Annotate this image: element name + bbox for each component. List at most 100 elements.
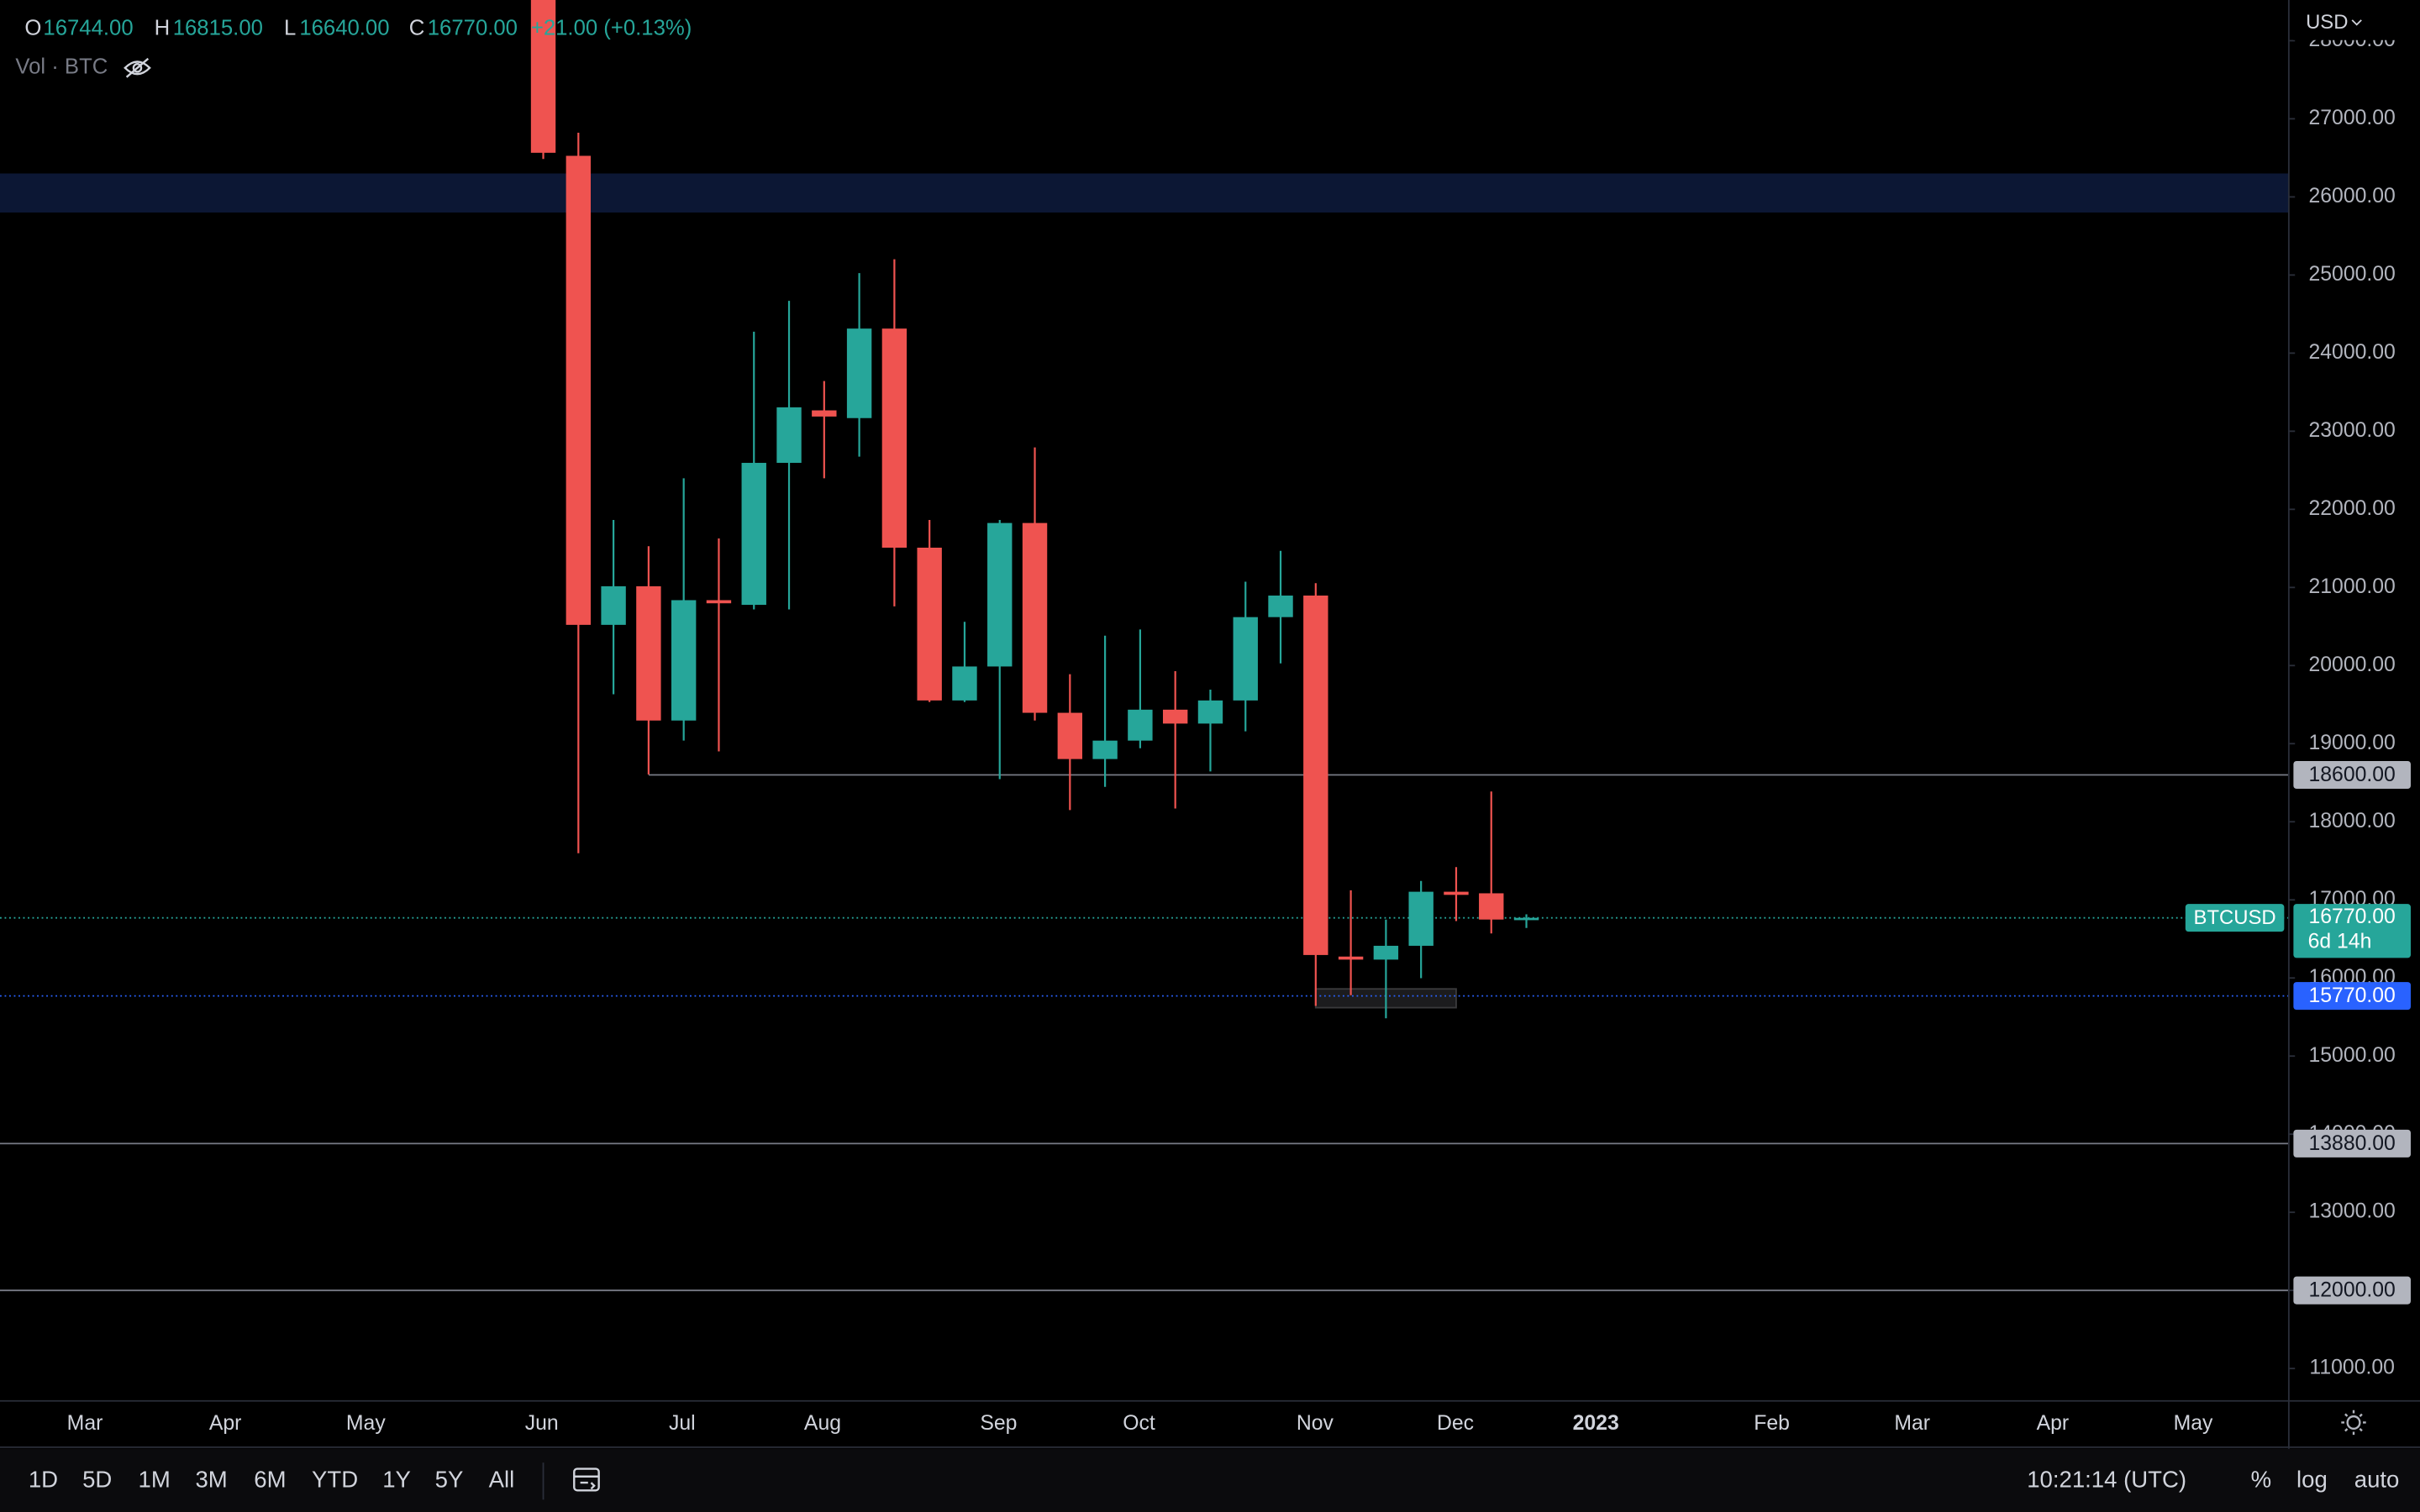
candle-body: [846, 328, 872, 418]
range-button[interactable]: 1M: [139, 1467, 171, 1493]
candle-body: [1022, 522, 1048, 713]
candle-body: [1233, 617, 1258, 701]
candle-body: [1057, 712, 1083, 759]
clock: 10:21:14 (UTC): [2027, 1467, 2186, 1493]
x-tick-label: May: [2174, 1412, 2213, 1435]
candle-body: [881, 328, 908, 549]
auto-button[interactable]: auto: [2354, 1467, 2400, 1493]
x-tick-label: Jul: [669, 1412, 696, 1435]
candle-body: [636, 585, 661, 721]
percent-button[interactable]: %: [2251, 1467, 2272, 1493]
x-tick-label: Aug: [804, 1412, 841, 1435]
symbol-tag: [2185, 904, 2285, 932]
candle-body: [530, 0, 556, 153]
y-tick-label: 18000.00: [2308, 810, 2395, 832]
level-tag-label: 18600.00: [2308, 764, 2395, 786]
log-button[interactable]: log: [2296, 1467, 2328, 1493]
ohlc-value: 16815.00: [173, 17, 263, 40]
x-tick-label: Apr: [209, 1412, 242, 1435]
range-button[interactable]: 6M: [254, 1467, 286, 1493]
candle-body: [1268, 596, 1293, 617]
level-tag: [2293, 1276, 2411, 1305]
alert-tag-label: 15770.00: [2308, 984, 2395, 1007]
candle-body: [952, 666, 977, 701]
ohlc-value: 16744.00: [43, 17, 133, 40]
y-tick-label: 11000.00: [2309, 1357, 2395, 1379]
range-button[interactable]: 5D: [82, 1467, 112, 1493]
y-tick-label: 19000.00: [2308, 732, 2395, 754]
y-tick-label: 24000.00: [2308, 341, 2395, 364]
range-button[interactable]: All: [489, 1467, 515, 1493]
price-axis: 11000.0012000.0013000.0014000.0015000.00…: [2185, 29, 2411, 1379]
candle-body: [1444, 891, 1469, 895]
candle-body: [1303, 596, 1328, 955]
range-button[interactable]: 1D: [29, 1467, 58, 1493]
date-range-icon[interactable]: [573, 1467, 600, 1492]
y-tick-label: 20000.00: [2308, 654, 2395, 676]
y-tick-label: 27000.00: [2308, 107, 2395, 129]
candle-body: [1092, 740, 1118, 759]
y-tick-label: 23000.00: [2308, 419, 2395, 442]
settings-icon[interactable]: [2341, 1410, 2366, 1436]
bottom-toolbar: [0, 1448, 2420, 1512]
x-tick-label: Oct: [1123, 1412, 1155, 1435]
volume-label: Vol · BTC: [15, 55, 108, 79]
y-tick-label: 13000.00: [2308, 1200, 2395, 1223]
candle-body: [1373, 945, 1399, 960]
plot-area: [0, 0, 2289, 1292]
zone: [0, 173, 2289, 213]
x-tick-label: Sep: [980, 1412, 1017, 1435]
candle-body: [1408, 891, 1434, 946]
x-tick-label: Mar: [1894, 1412, 1930, 1435]
toolbar: 1D 5D 1M 3M 6M YTD 1Y 5Y All 10:21:14 (UTC)% log au…: [29, 1467, 2400, 1493]
range-button[interactable]: 1Y: [382, 1467, 411, 1493]
x-tick-label: May: [346, 1412, 386, 1435]
x-tick-label: Apr: [2037, 1412, 2070, 1435]
price-tag: [2293, 904, 2411, 958]
ohlc-value: 16640.00: [299, 17, 389, 40]
level-tag: [2293, 1129, 2411, 1158]
x-tick-label: 2023: [1573, 1412, 1619, 1435]
currency-button[interactable]: USD: [2306, 11, 2348, 34]
countdown: 6d 14h: [2308, 931, 2372, 953]
price-tag-label: 16770.00: [2308, 906, 2395, 928]
candle-body: [1197, 700, 1223, 724]
ohlc-change: +21.00 (+0.13%): [531, 17, 692, 40]
dropdown-icon: [2351, 19, 2362, 26]
y-tick-label: 26000.00: [2308, 185, 2395, 207]
x-tick-label: Jun: [525, 1412, 559, 1435]
ohlc-label: L: [284, 17, 296, 40]
y-tick-label: 21000.00: [2308, 575, 2395, 598]
level-tag-label: 13880.00: [2308, 1132, 2395, 1155]
candle-body: [1338, 956, 1364, 960]
candle-body: [776, 407, 802, 464]
range-button[interactable]: 5Y: [435, 1467, 464, 1493]
ohlc-value: 16770.00: [428, 17, 518, 40]
candle-body: [741, 463, 766, 606]
y-tick-label: 25000.00: [2308, 263, 2395, 286]
range-button[interactable]: YTD: [312, 1467, 358, 1493]
y-tick-label: 22000.00: [2308, 497, 2395, 520]
x-tick-label: Mar: [67, 1412, 103, 1435]
x-tick-label: Feb: [1754, 1412, 1790, 1435]
candle-body: [601, 585, 626, 625]
level-tag: [2293, 760, 2411, 790]
ohlc-label: O: [24, 17, 41, 40]
hide-icon[interactable]: [124, 57, 151, 78]
x-tick-label: Nov: [1297, 1412, 1334, 1435]
ohlc-label: C: [409, 17, 425, 40]
candle-body: [566, 155, 592, 625]
candle-body: [812, 410, 837, 417]
x-tick-label: Dec: [1437, 1412, 1474, 1435]
candle-body: [706, 600, 732, 604]
ohlc-label: H: [155, 17, 171, 40]
candle-body: [987, 522, 1013, 667]
candle-body: [1128, 709, 1153, 741]
candle-body: [1162, 709, 1188, 724]
range-button[interactable]: 3M: [195, 1467, 227, 1493]
y-tick-label: 15000.00: [2308, 1044, 2395, 1067]
candle-body: [1479, 893, 1504, 920]
level-tag-label: 12000.00: [2308, 1279, 2395, 1302]
alert-tag: [2293, 982, 2411, 1011]
